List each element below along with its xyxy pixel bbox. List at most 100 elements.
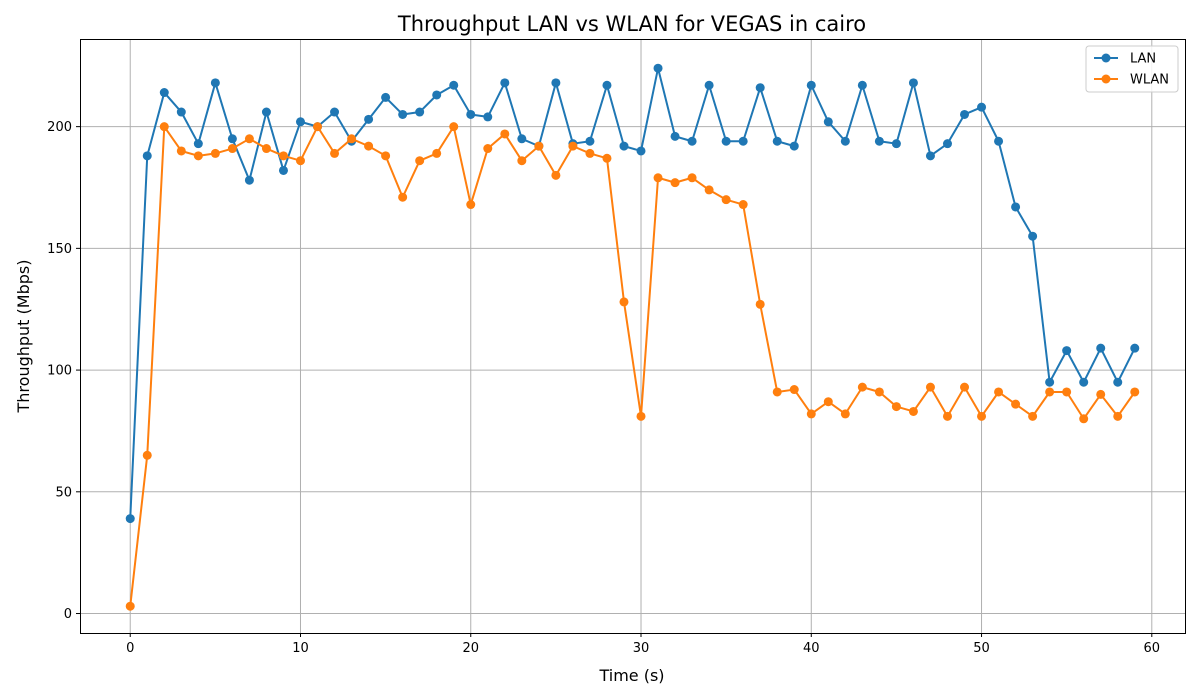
data-point-lan [1062,346,1072,356]
data-point-wlan [415,156,425,166]
data-point-lan [687,136,697,146]
data-point-wlan [908,406,918,416]
data-point-lan [466,109,476,119]
data-point-wlan [670,178,680,188]
data-point-wlan [466,200,476,210]
data-point-lan [994,136,1004,146]
data-point-wlan [364,141,374,151]
data-point-wlan [1045,387,1055,397]
data-point-lan [500,78,510,88]
data-point-lan [483,112,493,122]
data-point-wlan [687,173,697,183]
data-point-wlan [534,141,544,151]
data-point-wlan [551,170,561,180]
data-point-lan [891,139,901,149]
data-point-wlan [1011,399,1021,409]
data-point-lan [619,141,629,151]
legend-marker-wlan [1101,74,1111,84]
data-point-wlan [568,141,578,151]
data-point-wlan [755,299,765,309]
data-point-lan [295,117,305,127]
data-point-lan [636,146,646,156]
data-point-lan [789,141,799,151]
data-point-lan [585,136,595,146]
y-axis-label: Throughput (Mbps) [14,260,33,414]
axis-ticks: 0 10 20 30 40 50 60 0 50 100 150 200 [47,120,1160,656]
chart-title: Throughput LAN vs WLAN for VEGAS in cair… [397,12,866,36]
data-point-wlan [432,148,442,158]
data-point-wlan [1113,411,1123,421]
data-point-wlan [806,409,816,419]
x-tick-label: 50 [973,641,990,656]
data-point-wlan [193,151,203,161]
data-point-wlan [1079,414,1089,424]
data-point-wlan [1062,387,1072,397]
data-point-lan [977,102,987,112]
data-point-wlan [960,382,970,392]
data-point-lan [942,139,952,149]
data-point-wlan [347,134,357,144]
data-point-lan [432,90,442,100]
data-point-lan [602,80,612,90]
data-point-wlan [449,122,459,132]
data-point-wlan [1130,387,1140,397]
data-point-wlan [517,156,527,166]
series-line-wlan [129,125,1136,607]
data-point-lan [704,80,714,90]
data-point-wlan [244,134,254,144]
data-point-lan [738,136,748,146]
data-point-wlan [381,151,391,161]
data-point-lan [330,107,340,117]
data-point-lan [1096,343,1106,353]
data-point-lan [159,88,169,98]
data-point-wlan [159,122,169,132]
series-lan [125,63,1140,524]
data-point-lan [210,78,220,88]
x-tick-label: 60 [1144,641,1161,656]
data-point-lan [721,136,731,146]
data-point-wlan [772,387,782,397]
data-point-wlan [483,144,493,154]
data-point-lan [142,151,152,161]
data-point-lan [227,134,237,144]
data-point-wlan [789,385,799,395]
data-point-lan [908,78,918,88]
data-point-lan [176,107,186,117]
data-point-lan [806,80,816,90]
data-point-lan [1011,202,1021,212]
data-point-lan [125,514,135,524]
data-point-wlan [857,382,867,392]
data-point-wlan [585,148,595,158]
data-point-lan [653,63,663,73]
data-point-lan [1130,343,1140,353]
data-point-lan [857,80,867,90]
data-point-lan [823,117,833,127]
data-point-wlan [295,156,305,166]
data-point-wlan [602,153,612,163]
x-tick-label: 40 [803,641,820,656]
data-point-wlan [142,450,152,460]
data-point-lan [398,109,408,119]
data-point-lan [772,136,782,146]
x-tick-label: 20 [462,641,479,656]
x-tick-label: 30 [633,641,650,656]
grid [80,39,1185,633]
data-point-wlan [738,200,748,210]
legend-label-wlan: WLAN [1130,73,1169,88]
data-point-wlan [261,144,271,154]
data-point-wlan [278,151,288,161]
data-point-lan [925,151,935,161]
data-point-wlan [1096,389,1106,399]
x-tick-label: 0 [126,641,134,656]
data-point-wlan [500,129,510,139]
data-point-wlan [994,387,1004,397]
data-point-lan [670,131,680,141]
data-point-lan [381,92,391,102]
data-point-lan [874,136,884,146]
legend-marker-lan [1101,53,1111,63]
data-point-lan [755,83,765,93]
y-tick-label: 150 [47,242,72,257]
data-point-wlan [925,382,935,392]
data-point-wlan [942,411,952,421]
